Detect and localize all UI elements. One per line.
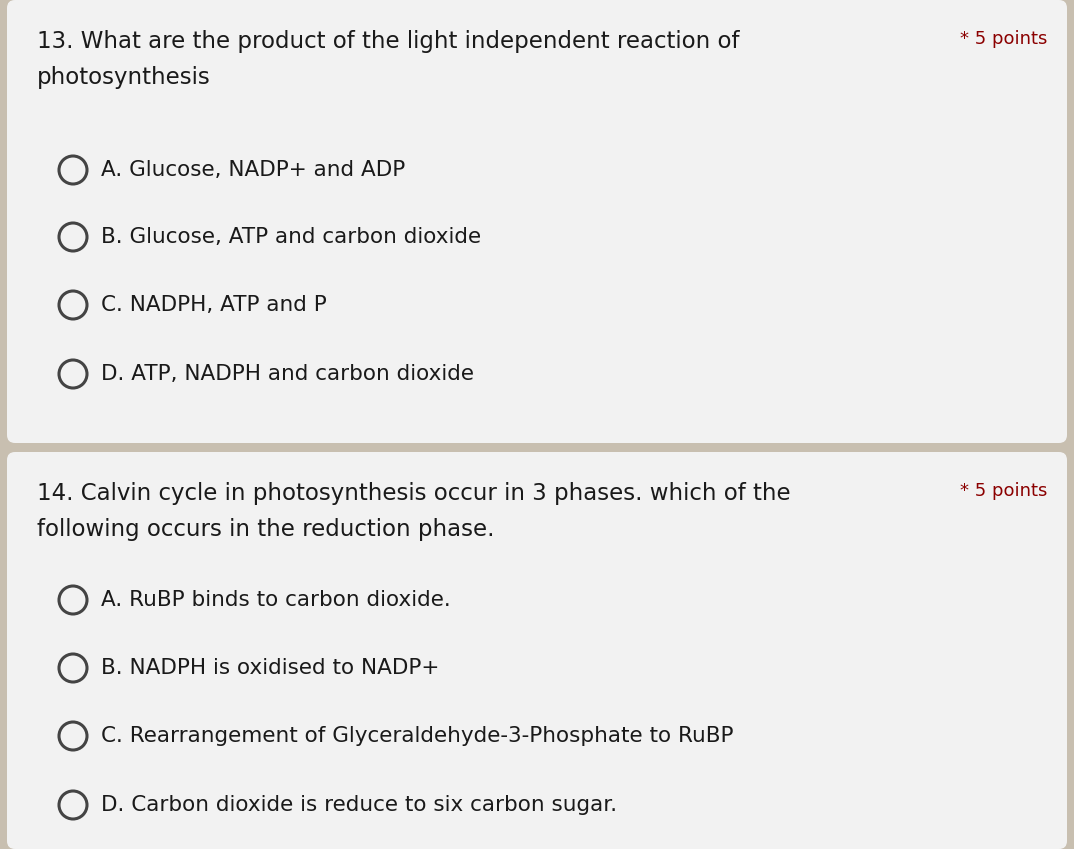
Text: * 5 points: * 5 points xyxy=(960,30,1047,48)
Text: B. NADPH is oxidised to NADP+: B. NADPH is oxidised to NADP+ xyxy=(101,658,439,678)
Text: 13. What are the product of the light independent reaction of: 13. What are the product of the light in… xyxy=(37,30,740,53)
Text: following occurs in the reduction phase.: following occurs in the reduction phase. xyxy=(37,518,494,541)
FancyBboxPatch shape xyxy=(8,0,1066,443)
FancyBboxPatch shape xyxy=(8,452,1066,849)
Text: B. Glucose, ATP and carbon dioxide: B. Glucose, ATP and carbon dioxide xyxy=(101,227,481,247)
Text: * 5 points: * 5 points xyxy=(960,482,1047,500)
Text: C. Rearrangement of Glyceraldehyde-3-Phosphate to RuBP: C. Rearrangement of Glyceraldehyde-3-Pho… xyxy=(101,726,734,746)
Text: A. RuBP binds to carbon dioxide.: A. RuBP binds to carbon dioxide. xyxy=(101,590,451,610)
Text: D. Carbon dioxide is reduce to six carbon sugar.: D. Carbon dioxide is reduce to six carbo… xyxy=(101,795,618,815)
Text: 14. Calvin cycle in photosynthesis occur in 3 phases. which of the: 14. Calvin cycle in photosynthesis occur… xyxy=(37,482,790,505)
Text: photosynthesis: photosynthesis xyxy=(37,66,211,89)
Text: A. Glucose, NADP+ and ADP: A. Glucose, NADP+ and ADP xyxy=(101,160,405,180)
Text: D. ATP, NADPH and carbon dioxide: D. ATP, NADPH and carbon dioxide xyxy=(101,364,474,384)
Text: C. NADPH, ATP and P: C. NADPH, ATP and P xyxy=(101,295,326,315)
